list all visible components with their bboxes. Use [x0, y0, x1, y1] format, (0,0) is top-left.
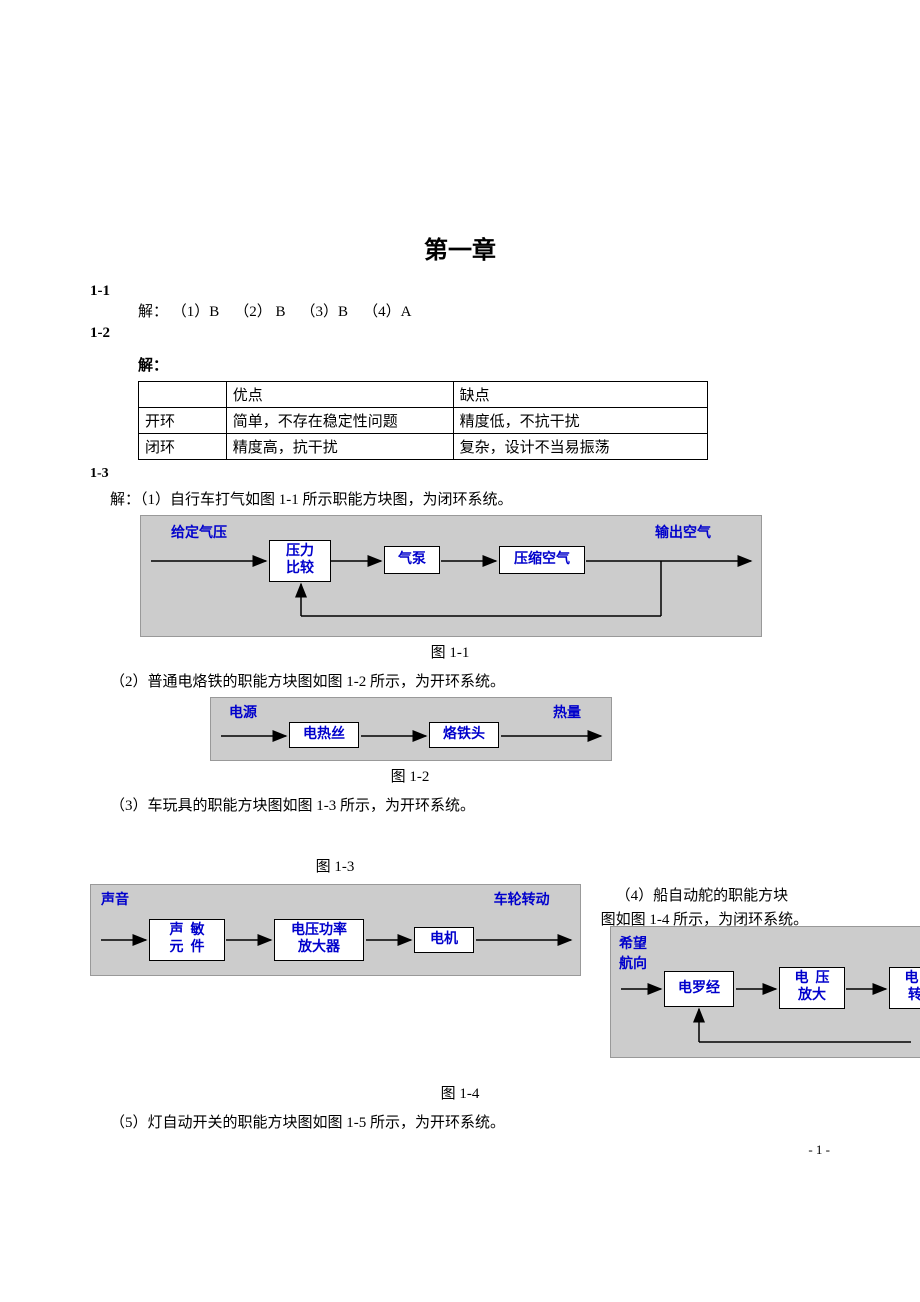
th-disadvantage: 缺点: [453, 382, 707, 408]
fig2-in-label: 电源: [229, 702, 257, 722]
chapter-title: 第一章: [90, 230, 830, 265]
fig3-box-motor: 电机: [414, 927, 474, 953]
fig3-out-label: 车轮转动: [494, 889, 550, 909]
fig1-caption: 图 1-1: [140, 641, 760, 662]
cell: 精度低，不抗干扰: [453, 408, 707, 434]
ans-1: （1）B: [172, 304, 220, 320]
fig4-box-convert: 电 液 转换: [889, 967, 920, 1009]
fig3-in-label: 声音: [101, 889, 129, 909]
table-row: 闭环 精度高，抗干扰 复杂，设计不当易振荡: [139, 434, 708, 460]
ans-2: （2） B: [234, 304, 285, 320]
figure-1-3: 声音 车轮转动 声 敏 元 件 电压功率 放大器 电机: [90, 884, 581, 976]
fig3-box-amp: 电压功率 放大器: [274, 919, 364, 961]
fig2-box-tip: 烙铁头: [429, 722, 499, 748]
fig1-box-pump: 气泵: [384, 546, 440, 574]
comparison-table: 优点 缺点 开环 简单，不存在稳定性问题 精度低，不抗干扰 闭环 精度高，抗干扰…: [138, 381, 708, 460]
cell: 简单，不存在稳定性问题: [226, 408, 453, 434]
page-root: 第一章 1-1 解： （1）B （2） B （3）B （4）A 1-2 解： 优…: [0, 0, 920, 1178]
fig4-arrows: [611, 927, 920, 1057]
fig1-box-air: 压缩空气: [499, 546, 585, 574]
cell: 复杂，设计不当易振荡: [453, 434, 707, 460]
q1-1-answer: 解： （1）B （2） B （3）B （4）A: [138, 300, 830, 321]
q1-3-number: 1-3: [90, 466, 830, 482]
fig3-box-sensor: 声 敏 元 件: [149, 919, 225, 961]
cell-closed-loop: 闭环: [139, 434, 227, 460]
cell-open-loop: 开环: [139, 408, 227, 434]
ans-4: （4）A: [363, 304, 411, 320]
fig2-caption: 图 1-2: [210, 765, 610, 786]
page-number: - 1 -: [808, 1142, 830, 1158]
q1-3-p2: （2）普通电烙铁的职能方块图如图 1-2 所示，为开环系统。: [110, 670, 830, 691]
solve-prefix: 解：: [138, 304, 168, 320]
table-row: 开环 简单，不存在稳定性问题 精度低，不抗干扰: [139, 408, 708, 434]
th-blank: [139, 382, 227, 408]
fig3-caption: 图 1-3: [90, 855, 580, 876]
th-advantage: 优点: [226, 382, 453, 408]
q1-2-solve: 解：: [138, 354, 830, 375]
figure-1-1: 给定气压 输出空气 压力 比较 气泵 压缩空气: [140, 515, 762, 637]
ans-3: （3）B: [301, 304, 349, 320]
figure-1-4: 希望 航向 电罗经 电 压 放大 电 液 转换: [610, 926, 920, 1058]
q1-3-p4: （4）船自动舵的职能方块 图如图 1-4 所示，为闭环系统。: [601, 884, 830, 932]
q1-3-p1: 解：（1）自行车打气如图 1-1 所示职能方块图，为闭环系统。: [110, 488, 830, 509]
fig1-box-compare: 压力 比较: [269, 540, 331, 582]
fig1-out-label: 输出空气: [655, 522, 711, 542]
q1-3-p3: （3）车玩具的职能方块图如图 1-3 所示，为开环系统。: [110, 794, 830, 815]
p4-line1: （4）船自动舵的职能方块: [601, 884, 830, 908]
cell: 精度高，抗干扰: [226, 434, 453, 460]
fig1-in-label: 给定气压: [171, 522, 227, 542]
q1-3-p5: （5）灯自动开关的职能方块图如图 1-5 所示，为开环系统。: [110, 1111, 830, 1132]
fig2-out-label: 热量: [553, 702, 581, 722]
fig4-in-label: 希望 航向: [619, 933, 647, 973]
fig4-box-voltamp: 电 压 放大: [779, 967, 845, 1009]
fig4-caption: 图 1-4: [90, 1082, 830, 1103]
fig2-box-wire: 电热丝: [289, 722, 359, 748]
q1-2-number: 1-2: [90, 325, 830, 342]
fig4-box-compass: 电罗经: [664, 971, 734, 1007]
fig2-arrows: [211, 698, 611, 760]
q1-1-number: 1-1: [90, 283, 830, 300]
table-header-row: 优点 缺点: [139, 382, 708, 408]
figure-1-2: 电源 热量 电热丝 烙铁头: [210, 697, 612, 761]
